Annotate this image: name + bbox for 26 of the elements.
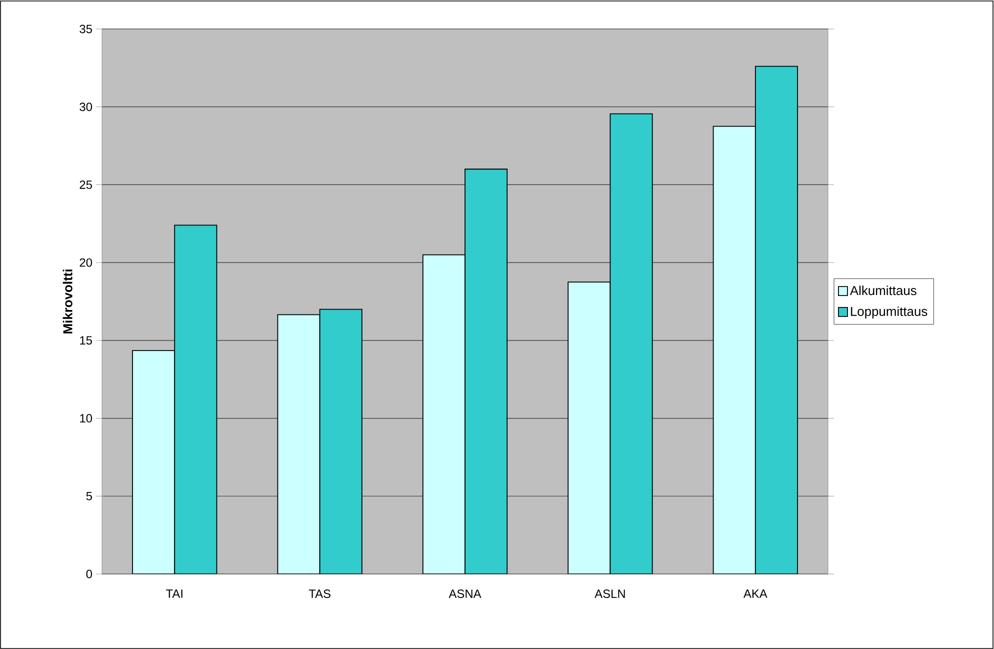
bar (464, 168, 508, 574)
x-tick-label: ASLN (594, 590, 625, 598)
bar (568, 282, 611, 574)
legend-label: Loppumittaus (850, 306, 928, 319)
y-tick-label: 35 (80, 24, 92, 34)
y-tick-label: 0 (86, 570, 92, 578)
bar (712, 126, 756, 574)
y-tick-label: 5 (86, 492, 92, 500)
bar (174, 224, 218, 574)
y-tick-label: 25 (80, 180, 92, 189)
bar (754, 66, 798, 574)
bar (132, 350, 176, 574)
y-axis-title: Mikrovoltti (62, 270, 72, 334)
y-tick-label: 15 (80, 336, 92, 345)
legend-label: Alkumittaus (850, 286, 916, 296)
y-tick-label: 10 (80, 414, 92, 422)
y-tick-label: 20 (80, 258, 92, 267)
bar (319, 308, 362, 574)
x-tick-label: ASNA (448, 590, 482, 598)
bar (277, 314, 320, 574)
x-tick-label: AKA (743, 590, 768, 598)
x-tick-label: TAI (166, 590, 182, 598)
bar (422, 254, 466, 574)
bar (610, 113, 653, 574)
y-tick-label: 30 (80, 102, 92, 112)
x-tick-label: TAS (308, 590, 330, 598)
